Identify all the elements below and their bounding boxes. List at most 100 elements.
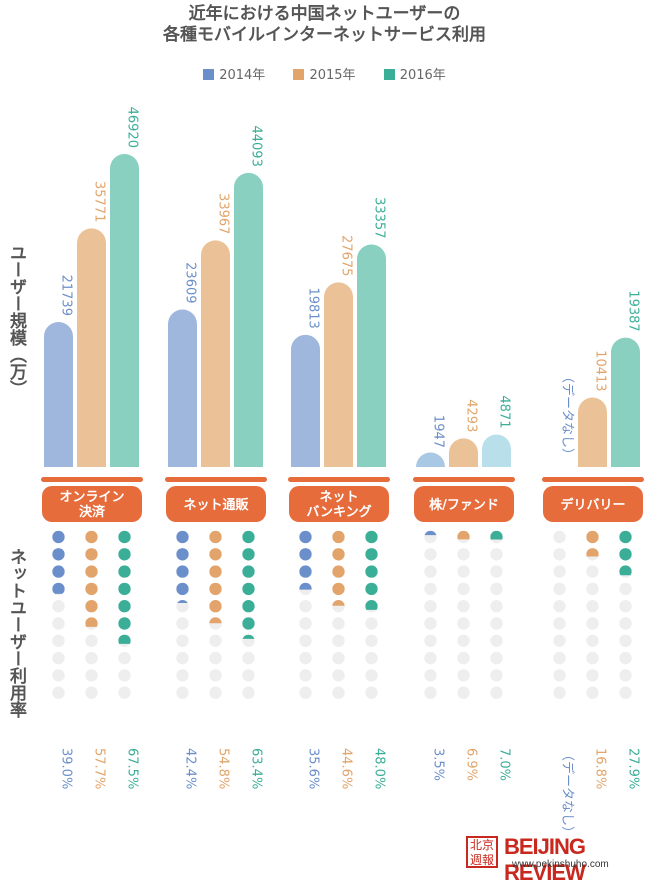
value-label: 35771 [92, 181, 107, 222]
rate-dot-empty [242, 669, 255, 682]
rate-dot-empty [457, 634, 470, 647]
rate-dot-filled [118, 600, 131, 613]
rate-label: 35.6% [306, 748, 321, 789]
rate-dot-empty [424, 600, 437, 613]
rate-dot-empty [365, 617, 378, 630]
rate-dot-empty [365, 669, 378, 682]
rate-label: 3.5% [431, 748, 446, 781]
value-label: 4871 [497, 395, 512, 428]
value-label: 33357 [372, 197, 387, 238]
category-label-box [166, 486, 266, 522]
rate-dot-empty [299, 600, 312, 613]
value-label: 1947 [431, 415, 446, 448]
bar-1-3 [449, 438, 478, 467]
category-label: バンキング [306, 504, 371, 520]
rate-dot-filled [85, 582, 98, 596]
rate-dot-empty [52, 669, 65, 682]
rate-dot-filled [176, 565, 189, 578]
rate-dot-empty [176, 617, 189, 630]
value-label: 19387 [626, 290, 641, 331]
rate-dot-empty [176, 686, 189, 699]
rate-dot-filled [365, 582, 378, 596]
rate-dot-empty [424, 617, 437, 630]
rate-dot-empty [118, 669, 131, 682]
rate-dot-filled [52, 582, 65, 594]
legend-label-2016: 2016年 [399, 68, 446, 83]
category-separator [413, 477, 515, 482]
rate-dot-empty [85, 634, 98, 647]
rate-dot-empty [490, 651, 503, 665]
rate-dot-empty [424, 565, 437, 578]
rate-dot-empty [209, 669, 222, 682]
chart-title-line1: 近年における中国ネットユーザーの [188, 4, 461, 24]
logo-mark: 北京 週報 [466, 836, 498, 868]
rate-dot-filled [209, 600, 222, 613]
category-label: 決済 [79, 504, 106, 520]
value-label: 4293 [464, 399, 479, 432]
rate-dot-empty [619, 669, 632, 682]
rate-dot-empty [619, 634, 632, 647]
rate-dot-empty [553, 617, 566, 630]
category-label: 株/ファンド [429, 497, 499, 513]
bar-0-2 [291, 334, 320, 467]
bar-1-0 [77, 228, 106, 467]
rate-dot-filled [332, 548, 345, 561]
rate-dot-empty [85, 686, 98, 699]
rate-dot-empty [457, 548, 470, 561]
rate-dot-empty [424, 548, 437, 561]
bar-2-2 [357, 244, 386, 467]
y-axis-title-users: ユーザー規模（万） [6, 244, 26, 397]
rate-label: 39.0% [59, 748, 74, 789]
rate-dot-empty [242, 686, 255, 699]
rate-dot-empty [332, 686, 345, 699]
category-label: ネット通販 [183, 497, 249, 513]
rate-dot-empty [299, 686, 312, 699]
legend-label-2014: 2014年 [219, 68, 266, 83]
rate-dot-empty [553, 669, 566, 682]
rate-dot-empty [490, 634, 503, 647]
rate-dot-empty [52, 634, 65, 647]
value-label: 27675 [339, 235, 354, 276]
rate-dot-empty [553, 600, 566, 613]
rate-dot-empty [490, 548, 503, 561]
rate-dot-empty [586, 686, 599, 699]
footer-logo: 北京 週報 BEIJING REVIEW www.pekinshuho.com [460, 834, 645, 885]
rate-dot-filled [118, 530, 131, 544]
category-label-box [543, 486, 643, 522]
rate-dot-filled [209, 582, 222, 596]
rate-dot-empty [209, 686, 222, 699]
footer-url: www.pekinshuho.com [512, 859, 609, 870]
rate-dot-filled [332, 530, 345, 544]
rate-dot-filled [332, 582, 345, 596]
rate-label: 27.9% [626, 748, 641, 789]
rate-dot-empty [118, 686, 131, 699]
rate-dot-empty [332, 617, 345, 630]
value-label: 10413 [593, 350, 608, 391]
rate-dot-empty [457, 651, 470, 665]
rate-label: 57.7% [92, 748, 107, 789]
rate-dot-filled [85, 565, 98, 578]
rate-dot-empty [424, 669, 437, 682]
value-label-no-data: （データなし） [560, 370, 576, 461]
y-axis-title-rate: ネットユーザー利用率 [6, 548, 26, 718]
rate-label: 44.6% [339, 748, 354, 789]
value-label: 44093 [249, 125, 264, 166]
rate-dot-filled [242, 548, 255, 561]
rate-dot-filled [242, 530, 255, 544]
rate-dot-empty [490, 600, 503, 613]
rate-dot-filled [176, 530, 189, 544]
rate-dot-empty [242, 651, 255, 665]
rate-dot-filled [242, 582, 255, 596]
rate-dot-filled [457, 530, 470, 540]
category-label-box [42, 486, 142, 522]
rate-dot-empty [209, 634, 222, 647]
legend-swatch-2015 [293, 69, 305, 80]
rate-dot-empty [586, 669, 599, 682]
logo-wordmark: BEIJING REVIEW [504, 834, 586, 885]
bar-2-4 [611, 337, 640, 467]
rate-dot-empty [365, 634, 378, 647]
legend-swatch-2014 [203, 69, 215, 80]
rate-label: 7.0% [497, 748, 512, 781]
category-label-box [289, 486, 389, 522]
rate-dot-empty [176, 651, 189, 665]
